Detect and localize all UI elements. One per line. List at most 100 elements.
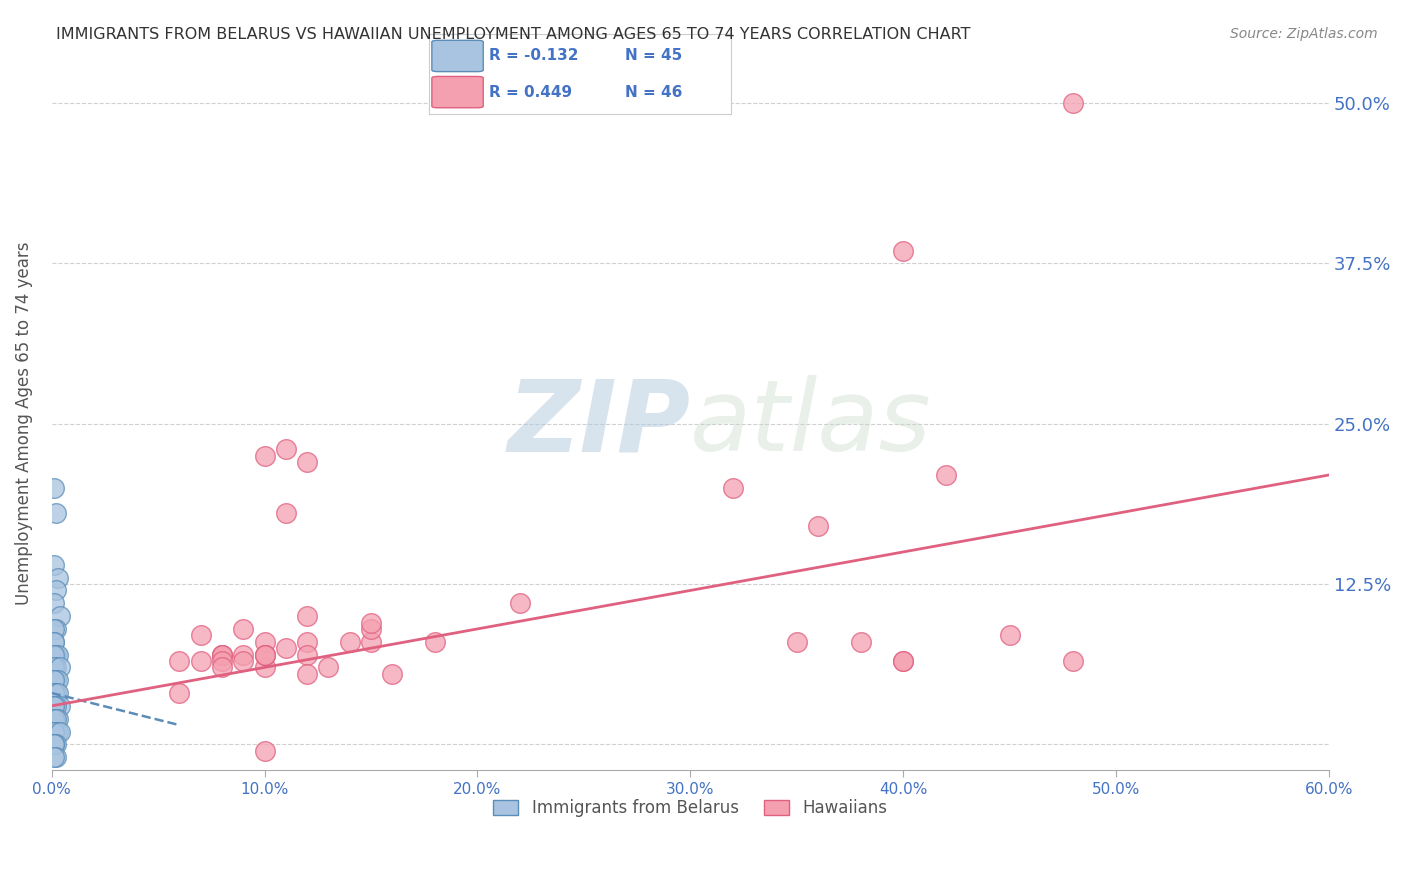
Point (45, 712, 67, 726)
Point (42, 481, 65, 495)
Point (45, 622, 67, 636)
Point (232, 648, 254, 662)
Point (253, 660, 276, 674)
Point (509, 596, 531, 610)
Point (46, 724, 69, 739)
Point (49, 724, 72, 739)
Point (190, 628, 212, 642)
Point (45, 724, 67, 739)
Point (45, 686, 67, 700)
Point (42, 724, 65, 739)
Text: R = -0.132: R = -0.132 (489, 48, 579, 63)
Point (42, 724, 65, 739)
Y-axis label: Unemployment Among Ages 65 to 74 years: Unemployment Among Ages 65 to 74 years (15, 242, 32, 606)
Point (360, 622, 382, 636)
Point (46, 712, 69, 726)
Point (232, 654, 254, 668)
Point (42, 622, 65, 636)
Point (211, 648, 233, 662)
Point (45, 750, 67, 764)
Point (42, 686, 65, 700)
Point (45, 648, 67, 662)
Point (232, 622, 254, 636)
Point (45, 673, 67, 688)
Legend: Immigrants from Belarus, Hawaiians: Immigrants from Belarus, Hawaiians (486, 793, 894, 824)
Point (274, 641, 297, 656)
Point (45, 737, 67, 751)
Point (42, 596, 65, 610)
Point (360, 615, 382, 630)
Text: Source: ZipAtlas.com: Source: ZipAtlas.com (1230, 27, 1378, 41)
Point (49, 660, 72, 674)
Point (49, 698, 72, 713)
Point (295, 648, 318, 662)
Text: atlas: atlas (690, 376, 932, 472)
Point (295, 634, 318, 648)
Point (318, 660, 340, 674)
Text: R = 0.449: R = 0.449 (489, 85, 572, 100)
Point (42, 634, 65, 648)
Point (42, 698, 65, 713)
Point (42, 648, 65, 662)
Point (42, 737, 65, 751)
Point (42, 712, 65, 726)
Point (42, 660, 65, 674)
Point (786, 634, 808, 648)
Point (42, 673, 65, 688)
Point (169, 686, 191, 700)
Point (42, 698, 65, 713)
Point (891, 244, 914, 258)
Point (849, 634, 872, 648)
Point (211, 648, 233, 662)
Point (211, 648, 233, 662)
Point (211, 660, 233, 674)
Point (46, 673, 69, 688)
FancyBboxPatch shape (432, 77, 484, 108)
Point (46, 686, 69, 700)
Point (339, 634, 361, 648)
Point (42, 673, 65, 688)
Point (423, 634, 446, 648)
Point (274, 507, 297, 521)
Point (253, 449, 276, 463)
Point (42, 634, 65, 648)
Point (253, 648, 276, 662)
Point (891, 654, 914, 668)
Point (253, 648, 276, 662)
Point (49, 609, 72, 624)
Text: N = 46: N = 46 (626, 85, 683, 100)
Point (891, 654, 914, 668)
Point (46, 571, 69, 585)
Point (807, 519, 830, 533)
Point (45, 583, 67, 598)
Point (1062, 96, 1084, 111)
Point (253, 634, 276, 648)
Point (169, 654, 191, 668)
Point (42, 750, 65, 764)
Point (42, 712, 65, 726)
Point (295, 666, 318, 681)
Point (45, 698, 67, 713)
Point (46, 648, 69, 662)
Point (253, 744, 276, 758)
Point (1062, 654, 1084, 668)
Point (211, 654, 233, 668)
Point (190, 654, 212, 668)
Text: N = 45: N = 45 (626, 48, 682, 63)
Point (998, 628, 1021, 642)
Point (381, 666, 404, 681)
Point (42, 558, 65, 572)
Text: ZIP: ZIP (508, 376, 690, 472)
Point (721, 481, 744, 495)
Point (360, 634, 382, 648)
Point (42, 686, 65, 700)
Point (253, 648, 276, 662)
FancyBboxPatch shape (432, 40, 484, 71)
Point (935, 468, 957, 483)
Point (274, 442, 297, 457)
Point (295, 609, 318, 624)
Point (295, 455, 318, 469)
Point (42, 737, 65, 751)
Point (45, 660, 67, 674)
Point (42, 737, 65, 751)
